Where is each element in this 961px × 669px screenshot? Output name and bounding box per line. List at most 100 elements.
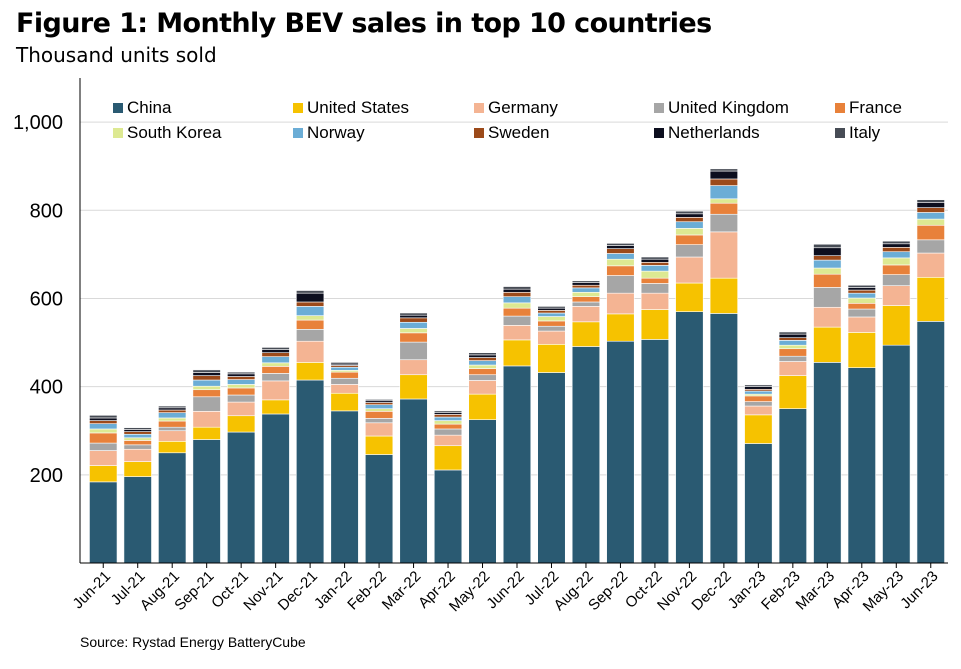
- bar-segment: [778, 337, 807, 341]
- bar-segment: [709, 213, 738, 233]
- bar-segment: [296, 306, 325, 316]
- bar-segment: [227, 401, 256, 417]
- bar-segment: [778, 344, 807, 350]
- bar-segment: [89, 420, 118, 424]
- bar-segment: [364, 454, 394, 564]
- bar-segment: [261, 373, 290, 382]
- bar-segment: [399, 374, 428, 400]
- bar-segment: [158, 430, 187, 442]
- bar-segment: [916, 224, 945, 241]
- bar-segment: [261, 413, 290, 564]
- bar-segment: [433, 414, 463, 418]
- bar-segment: [123, 427, 152, 430]
- bar-segment: [847, 308, 876, 318]
- bar-segment: [330, 384, 359, 394]
- bar-segment: [433, 445, 463, 471]
- bar-segment: [227, 387, 256, 396]
- bar-segment: [778, 408, 807, 564]
- bar-segment: [847, 292, 876, 299]
- x-tick-label: Mar-22: [379, 568, 425, 614]
- bar-segment: [847, 332, 876, 368]
- bar-segment: [227, 384, 256, 389]
- bar-segment: [502, 302, 532, 309]
- bar-segment: [813, 255, 842, 261]
- bar-segment: [709, 168, 738, 172]
- bar-segment: [123, 461, 152, 477]
- bar-segment: [537, 307, 566, 311]
- bar-segment: [158, 409, 187, 413]
- bar-segment: [399, 312, 428, 316]
- bar-segment: [123, 440, 152, 446]
- bar-segment: [744, 401, 773, 407]
- bar-segment: [916, 276, 945, 322]
- bar-segment: [192, 426, 221, 440]
- legend-swatch: [654, 103, 664, 113]
- bar-segment: [640, 258, 670, 263]
- bar-segment: [399, 359, 428, 376]
- bar-segment: [158, 452, 187, 564]
- bar-segment: [675, 221, 704, 229]
- bar-segment: [261, 362, 290, 367]
- bar-segment: [89, 465, 118, 483]
- bar-segment: [158, 405, 187, 409]
- legend-label: Sweden: [488, 123, 549, 142]
- bar-segment: [916, 207, 945, 213]
- bar-segment: [502, 288, 532, 293]
- bar-segment: [468, 364, 497, 369]
- bar-segment: [468, 374, 497, 381]
- bar-segment: [744, 384, 773, 387]
- bar-segment: [123, 433, 152, 439]
- bar-segment: [640, 292, 670, 310]
- legend-label: France: [849, 98, 902, 117]
- bar-segment: [433, 434, 463, 447]
- bar-segment: [813, 243, 842, 249]
- bar-segment: [882, 344, 911, 564]
- legend-swatch: [474, 128, 484, 138]
- bar-segment: [468, 380, 497, 395]
- bar-segment: [537, 320, 566, 327]
- bar-segment: [89, 417, 118, 421]
- legend-swatch: [293, 103, 303, 113]
- bar-segment: [468, 393, 497, 421]
- bar-segment: [916, 212, 945, 220]
- bar-segment: [640, 309, 670, 340]
- bar-segment: [296, 340, 325, 363]
- chart-title: Figure 1: Monthly BEV sales in top 10 co…: [16, 8, 712, 39]
- bar-segment: [330, 366, 359, 371]
- bar-segment: [502, 296, 532, 304]
- chart-subtitle: Thousand units sold: [16, 43, 217, 67]
- bar-segment: [640, 277, 670, 284]
- bar-segment: [778, 355, 807, 362]
- bar-segment: [916, 252, 945, 278]
- bar-segment: [123, 444, 152, 450]
- bar-segment: [433, 423, 463, 430]
- y-tick-label: 400: [30, 377, 63, 399]
- legend-swatch: [835, 128, 845, 138]
- bar-segment: [261, 366, 290, 374]
- bar-segment: [192, 379, 221, 387]
- bar-segment: [192, 375, 221, 381]
- bar-segment: [813, 259, 842, 269]
- y-tick-label: 600: [30, 288, 63, 310]
- legend-swatch: [654, 128, 664, 138]
- legend-label: South Korea: [127, 123, 222, 142]
- bar-segment: [916, 202, 945, 208]
- bar-segment: [640, 339, 670, 564]
- bar-segment: [364, 399, 394, 402]
- bar-segment: [813, 306, 842, 328]
- bar-segment: [537, 344, 566, 373]
- bar-segment: [744, 390, 773, 395]
- x-tick-label: Jun-21: [70, 568, 114, 612]
- bar-segment: [330, 371, 359, 379]
- bar-segment: [537, 330, 566, 345]
- bar-segment: [192, 396, 221, 412]
- bar-segment: [571, 287, 601, 293]
- x-tick-label: Dec-21: [275, 568, 321, 614]
- bar-segment: [640, 265, 670, 272]
- x-tick-label: Jun-22: [483, 568, 527, 612]
- bar-segment: [640, 256, 670, 260]
- bar-segment: [468, 352, 497, 356]
- bar-segment: [709, 185, 738, 200]
- bar-segment: [709, 231, 738, 279]
- x-axis-ticks: Jun-21Jul-21Aug-21Sep-21Oct-21Nov-21Dec-…: [70, 563, 942, 615]
